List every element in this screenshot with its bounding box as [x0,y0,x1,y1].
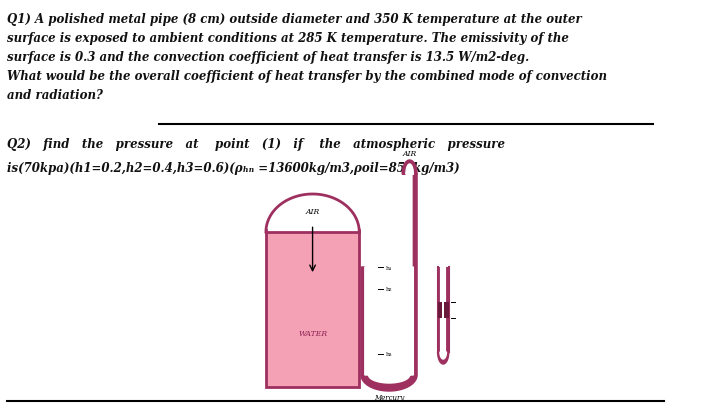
Text: surface is 0.3 and the convection coefficient of heat transfer is 13.5 W/m2-deg.: surface is 0.3 and the convection coeffi… [7,51,530,64]
Polygon shape [406,164,413,175]
Text: What would be the overall coefficient of heat transfer by the combined mode of c: What would be the overall coefficient of… [7,70,608,83]
Text: h₃: h₃ [385,352,392,357]
Polygon shape [440,352,446,359]
Bar [438,267,442,352]
Text: is(70kpa)(h1=0.2,h2=0.4,h3=0.6)(ρₕₙ =13600kg/m3,ρoil=850kg/m3): is(70kpa)(h1=0.2,h2=0.4,h3=0.6)(ρₕₙ =136… [7,162,460,175]
Text: and radiation?: and radiation? [7,89,104,102]
Polygon shape [266,195,359,232]
Polygon shape [365,267,413,383]
Bar [266,232,359,387]
Polygon shape [361,175,417,391]
Bar [442,302,444,318]
Text: h₂: h₂ [385,287,392,292]
Text: AIR: AIR [402,150,417,157]
Text: surface is exposed to ambient conditions at 285 K temperature. The emissivity of: surface is exposed to ambient conditions… [7,32,570,45]
Text: AIR: AIR [305,208,320,216]
Text: h₁: h₁ [385,265,392,270]
Text: Mercury: Mercury [374,393,404,401]
Bar [266,279,359,387]
Bar [266,232,359,387]
Text: Q2)   find   the   pressure   at    point   (1)   if    the   atmospheric   pres: Q2) find the pressure at point (1) if th… [7,138,505,151]
Bar [442,267,444,352]
Text: Q1) A polished metal pipe (8 cm) outside diameter and 350 K temperature at the o: Q1) A polished metal pipe (8 cm) outside… [7,13,582,26]
Polygon shape [402,161,417,175]
Bar [444,267,449,352]
Text: WATER: WATER [298,329,327,337]
Polygon shape [438,352,449,364]
Bar [438,302,449,318]
